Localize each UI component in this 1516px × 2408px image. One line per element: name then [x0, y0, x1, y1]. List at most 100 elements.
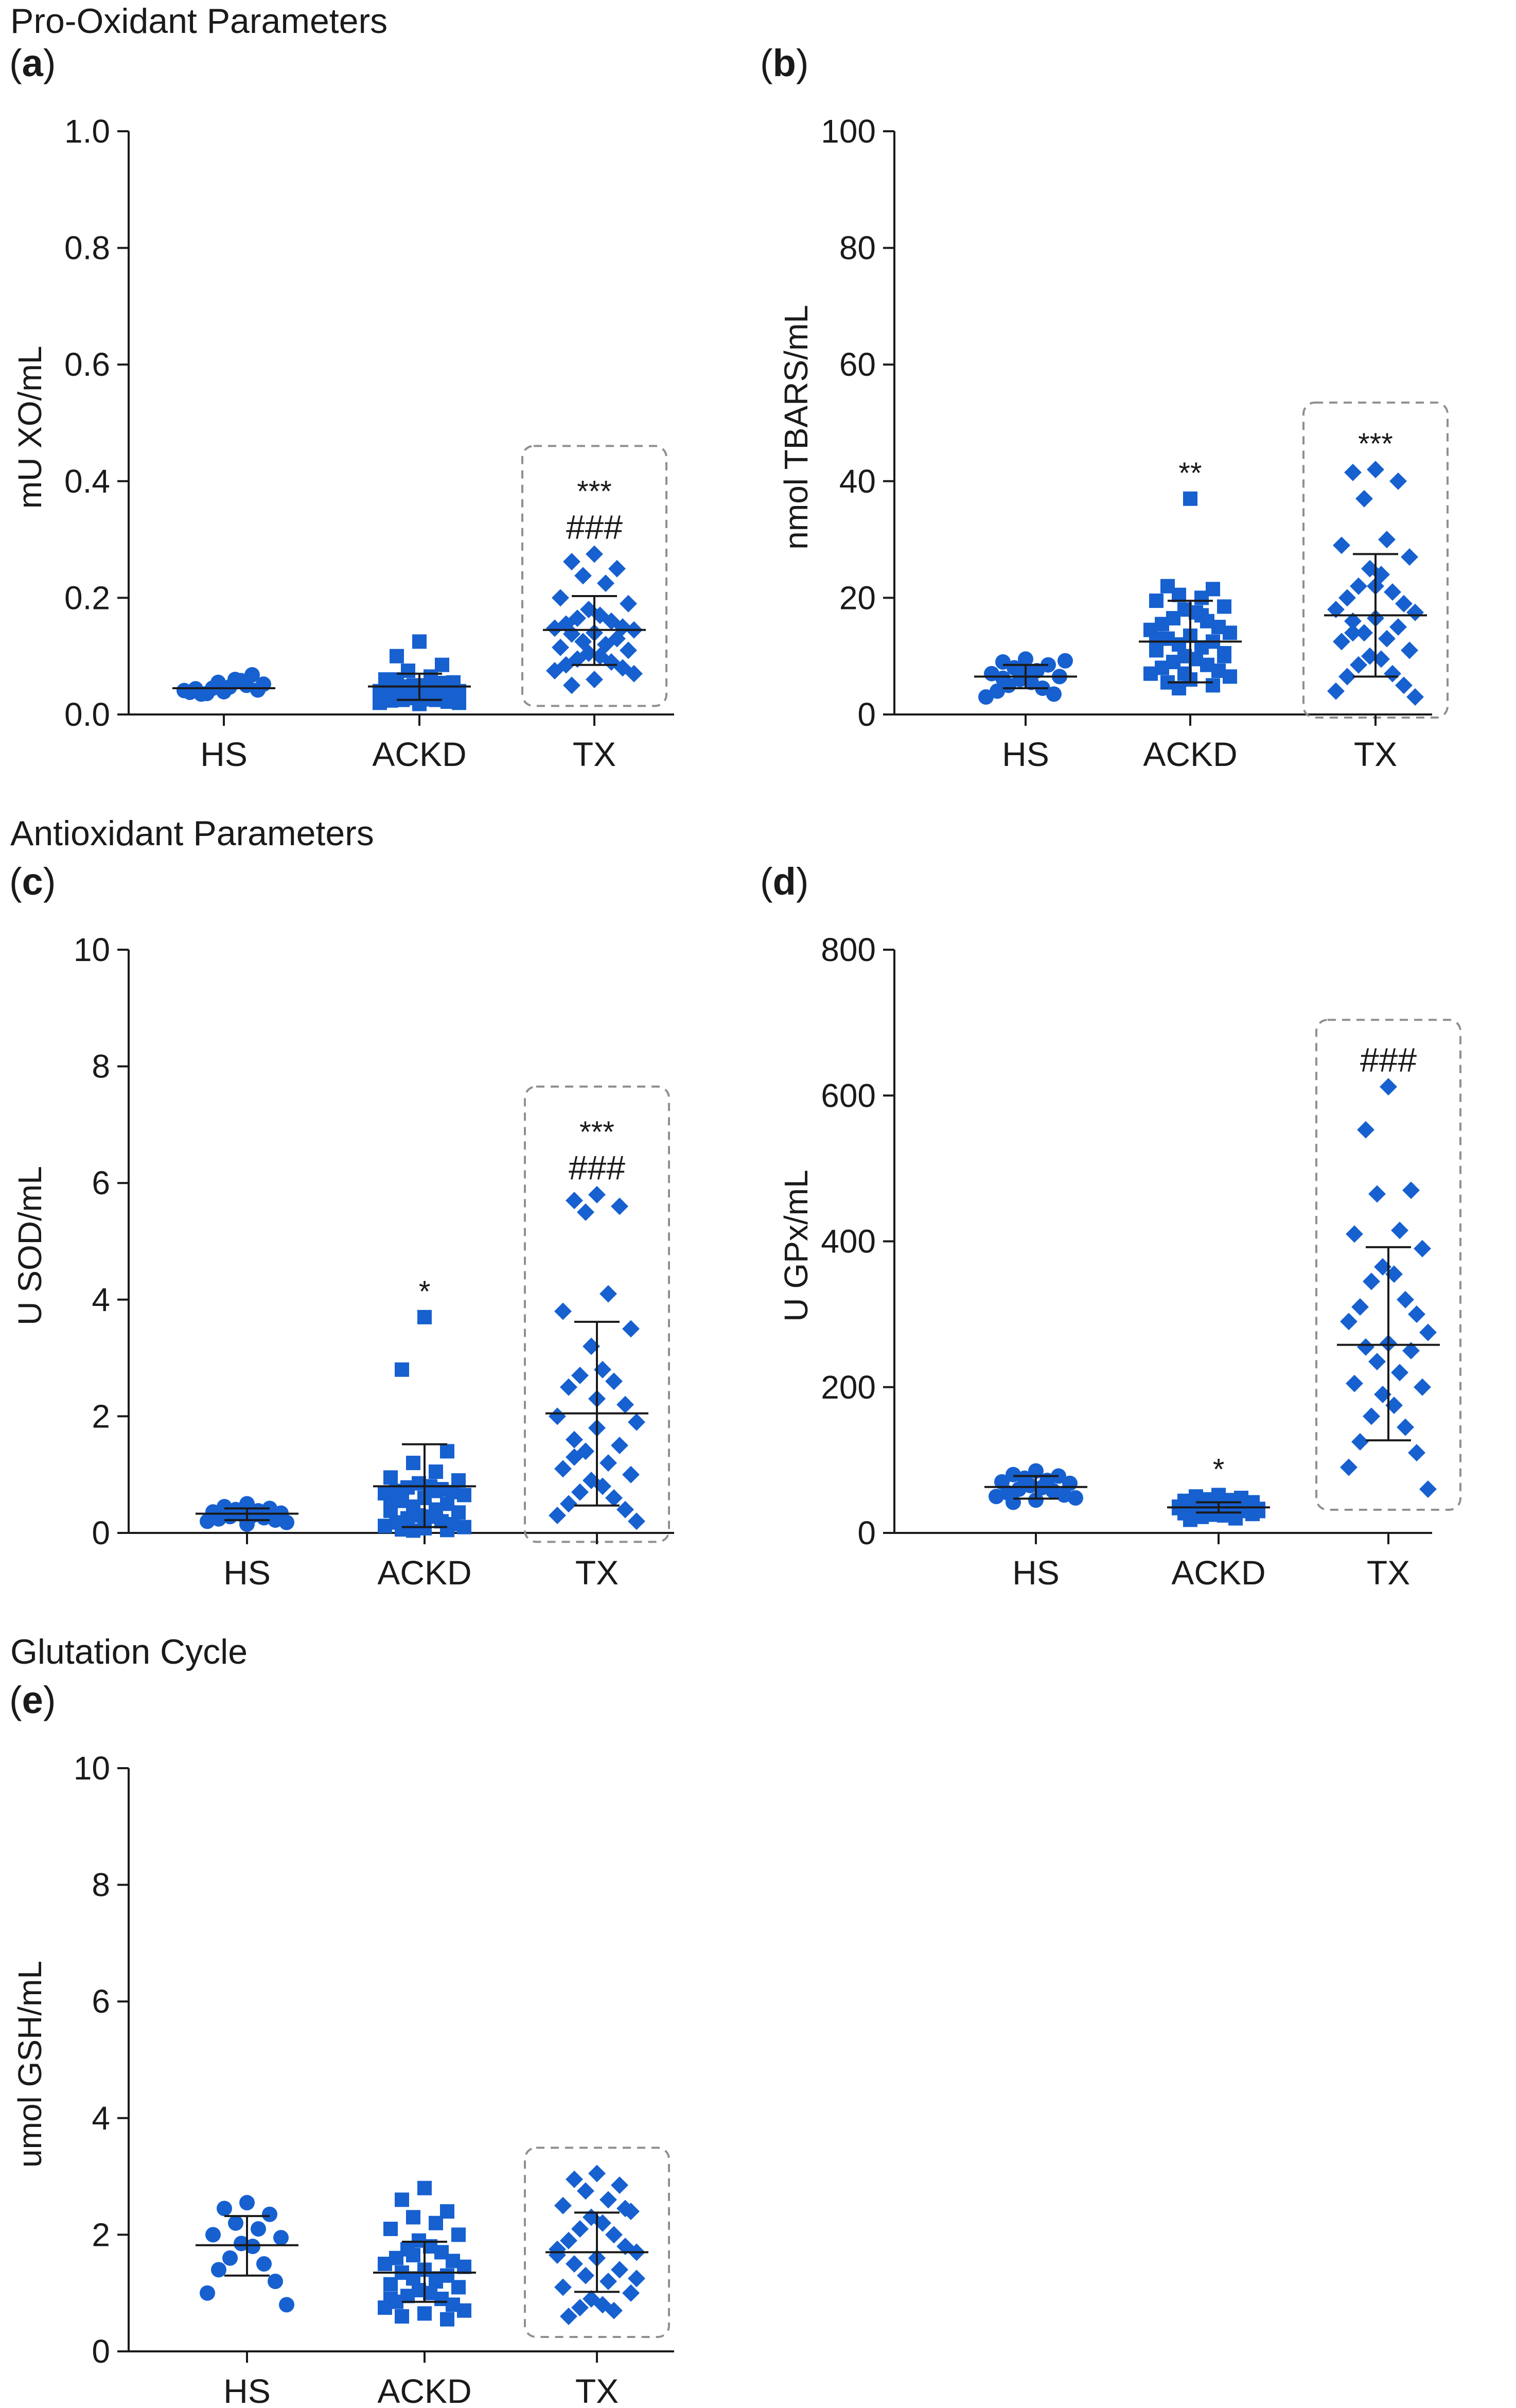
data-point [1378, 630, 1396, 648]
data-point [605, 1372, 623, 1390]
data-point [566, 1448, 583, 1466]
x-tick-label: TX [573, 735, 616, 773]
highlight-box [521, 445, 667, 707]
x-tick-label: HS [223, 2372, 271, 2408]
data-point [1391, 1364, 1408, 1382]
data-point [1374, 1385, 1391, 1403]
data-point [628, 2270, 645, 2288]
y-tick-label: 0 [857, 696, 876, 733]
data-point [588, 2165, 606, 2183]
y-tick-label: 4 [92, 2100, 110, 2137]
data-point [1183, 1512, 1197, 1527]
data-point [429, 1464, 443, 1479]
data-point [616, 1395, 634, 1414]
data-point [563, 553, 580, 571]
data-point [1384, 583, 1401, 601]
data-point [245, 2239, 260, 2255]
data-point [571, 1483, 589, 1501]
chart-b: 0 20 40 60 80 100 HS ACKD ** TX *** [821, 113, 1449, 773]
highlight-box [1315, 1019, 1461, 1511]
data-point [1378, 531, 1396, 549]
data-point [605, 1489, 623, 1507]
data-point [279, 1514, 294, 1530]
x-tick-label: TX [575, 1554, 619, 1592]
significance-label: * [1213, 1453, 1225, 1486]
data-point [239, 2195, 255, 2211]
data-point [200, 2285, 215, 2301]
data-point [378, 687, 393, 702]
data-point [1374, 1258, 1391, 1276]
data-point [1367, 461, 1384, 479]
data-point [1395, 676, 1413, 694]
data-point [560, 1378, 577, 1396]
data-point [1351, 1298, 1369, 1316]
data-point [995, 670, 1011, 686]
data-point [395, 2309, 409, 2324]
data-point [1327, 601, 1345, 619]
data-point [597, 574, 614, 592]
data-point [1368, 1185, 1386, 1203]
data-point [440, 2312, 454, 2327]
data-point [228, 2215, 243, 2231]
data-point [560, 2231, 577, 2249]
chart-panel-a: (a) mU XO/mL 0.0 0.2 0.4 0.6 0.8 1.0 HS ACKD TX #… [0, 41, 758, 803]
data-point [978, 689, 994, 705]
y-tick-label: 1.0 [64, 113, 110, 150]
data-point [560, 1495, 577, 1513]
y-tick-label: 0 [92, 2333, 110, 2370]
data-point [406, 2210, 420, 2225]
data-point [554, 1460, 572, 1478]
data-point [1206, 678, 1220, 693]
data-point [622, 1465, 640, 1484]
data-point [1194, 608, 1209, 623]
data-point [1028, 1463, 1044, 1479]
data-point [1143, 666, 1158, 681]
y-tick-label: 60 [839, 346, 876, 383]
data-point [1384, 665, 1401, 683]
panel-label-a: (a) [9, 42, 56, 84]
y-tick-label: 600 [821, 1077, 876, 1114]
data-point [1402, 1181, 1420, 1199]
data-point [1340, 1458, 1358, 1476]
data-point [622, 1320, 640, 1338]
data-point [1338, 668, 1356, 686]
y-tick-label: 0 [92, 1514, 110, 1551]
data-point [395, 1362, 409, 1377]
data-point [1395, 595, 1413, 613]
data-point [608, 560, 626, 578]
data-point [1006, 1494, 1021, 1510]
data-point [1344, 624, 1362, 642]
data-point [611, 1437, 628, 1455]
data-point [1029, 663, 1045, 679]
data-point [451, 2280, 466, 2295]
data-point [605, 2301, 623, 2319]
data-point [457, 1488, 471, 1503]
data-point [378, 1519, 392, 1533]
data-point [1408, 1444, 1425, 1462]
data-point [1217, 649, 1231, 664]
data-point [457, 2303, 471, 2318]
data-point [1333, 633, 1350, 651]
data-point [457, 1520, 471, 1534]
data-point [1149, 631, 1164, 646]
section-title-glutation: Glutation Cycle [10, 1632, 248, 1671]
data-point [256, 2256, 272, 2272]
data-point [1406, 603, 1424, 621]
section-title-antioxidant: Antioxidant Parameters [10, 814, 374, 853]
significance-label: *** [1358, 427, 1393, 461]
significance-label: ### [1360, 1040, 1417, 1078]
chart-a: 0.0 0.2 0.4 0.6 0.8 1.0 HS ACKD TX ###*** [64, 113, 674, 773]
data-point [1389, 472, 1407, 490]
x-tick-label: ACKD [372, 735, 466, 773]
data-point [412, 634, 427, 649]
data-point [628, 1413, 645, 1431]
significance-label: *** [579, 1115, 614, 1149]
data-point [577, 2266, 594, 2284]
y-tick-label: 0.6 [64, 346, 110, 383]
data-point [554, 1302, 572, 1320]
data-point [1363, 1272, 1380, 1290]
y-tick-label: 4 [92, 1281, 110, 1318]
data-point [1338, 589, 1356, 607]
data-point [401, 680, 415, 695]
data-point [440, 1523, 454, 1538]
